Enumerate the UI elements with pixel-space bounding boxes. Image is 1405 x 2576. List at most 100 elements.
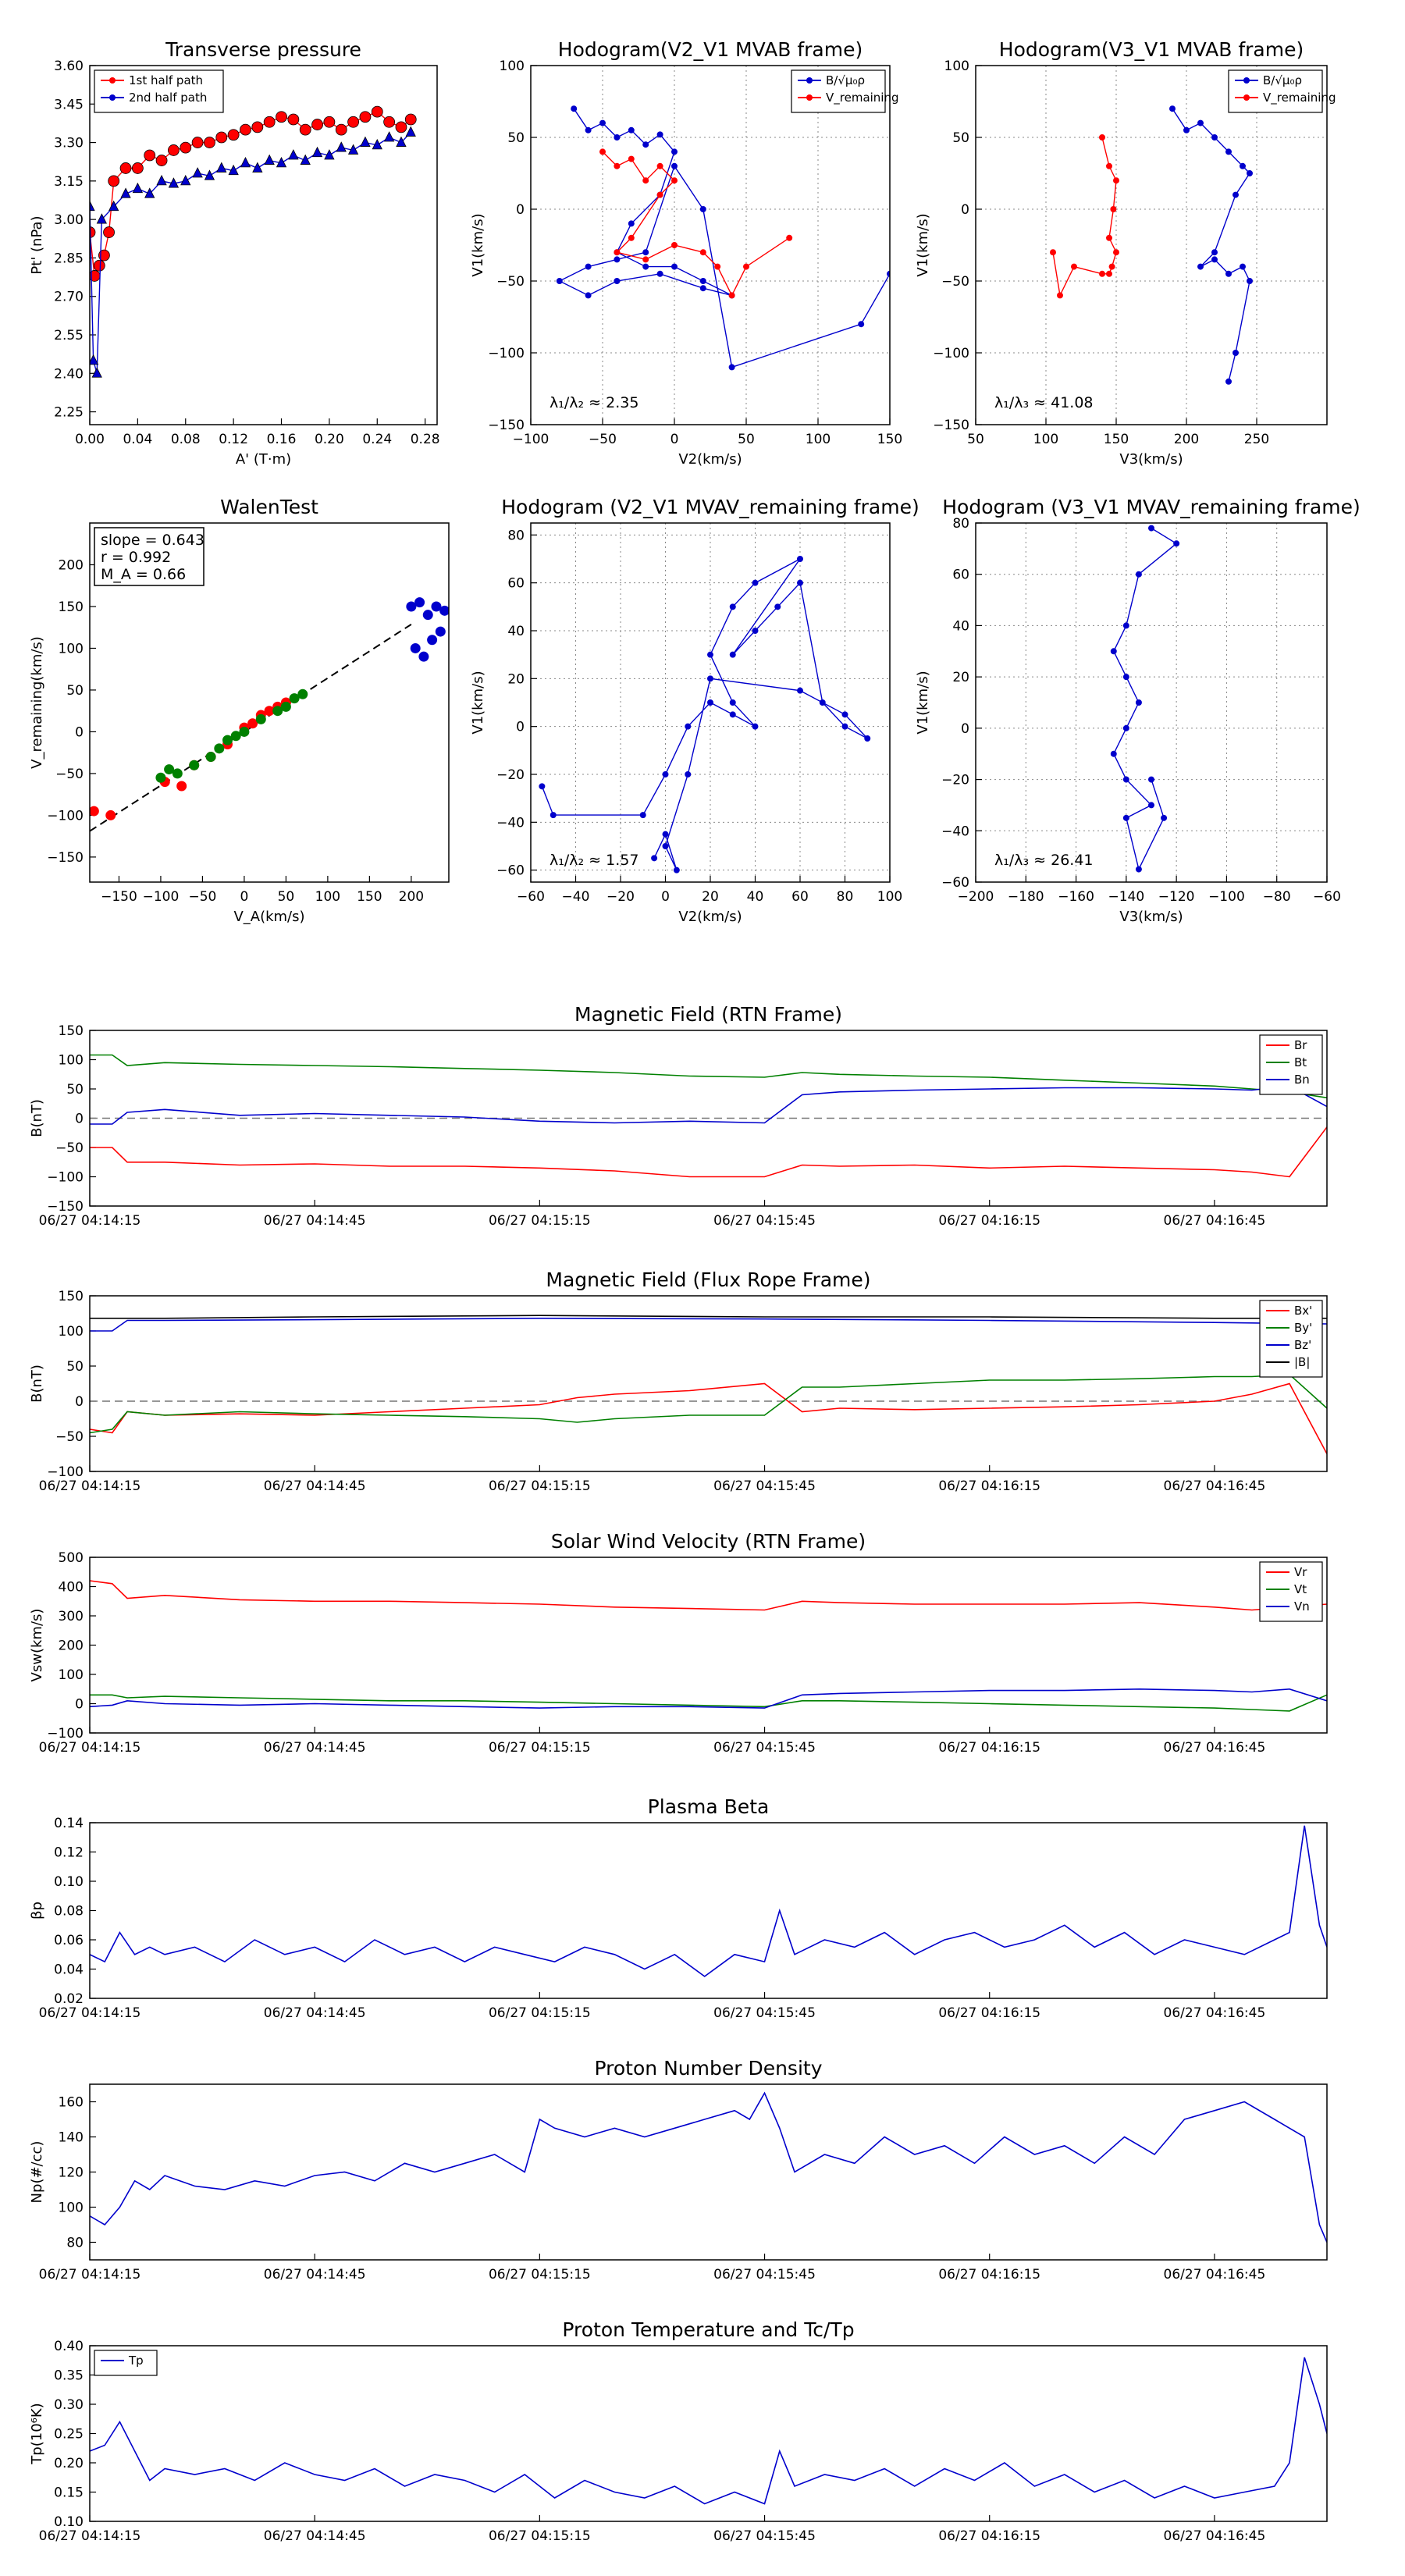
data-point [728, 292, 735, 299]
data-point [168, 144, 180, 156]
data-point [119, 162, 132, 174]
data-point [1161, 814, 1168, 821]
legend-box [1228, 69, 1323, 113]
data-point [614, 249, 621, 256]
y-tick-label: 100 [59, 2201, 84, 2216]
y-tick-label: 2.40 [54, 366, 84, 382]
data-point [396, 136, 407, 147]
y-tick-label: 2.70 [54, 290, 84, 305]
data-point [887, 270, 890, 277]
data-point [752, 579, 759, 586]
plot-area [90, 2357, 1327, 2505]
chart-hodogram_v2v1_remaining: Hodogram (V2_V1 MVAV_remaining frame) −60… [470, 496, 919, 925]
chart-title: Magnetic Field (RTN Frame) [574, 1003, 842, 1026]
plot-area [90, 597, 449, 832]
data-point [276, 111, 287, 123]
series-line-Bn [90, 1085, 1327, 1125]
x-tick-label: 06/27 04:15:45 [713, 1213, 816, 1229]
x-tick-label: 06/27 04:14:45 [264, 2005, 366, 2021]
chart-solar_wind_velocity: Solar Wind Velocity (RTN Frame) 06/27 04:… [29, 1530, 1328, 1756]
data-point [96, 213, 107, 224]
data-point [216, 162, 227, 173]
x-tick-label: 06/27 04:16:45 [1164, 2005, 1266, 2021]
y-tick-label: 2.85 [54, 251, 84, 266]
y-tick-label: 60 [952, 568, 969, 583]
data-point [93, 259, 105, 272]
y-tick-label: 20 [952, 670, 969, 685]
y-tick-label: 0 [516, 202, 525, 218]
chart-hodogram_v3v1: Hodogram(V3_V1 MVAB frame) 50 100 150 200 250… [915, 38, 1336, 468]
plot-frame [89, 1295, 1328, 1472]
y-tick-label: 100 [500, 59, 525, 74]
x-tick-label: −100 [1208, 889, 1245, 905]
data-point [1122, 674, 1129, 681]
y-tick-label: 0.10 [54, 1874, 84, 1890]
data-point [180, 174, 191, 186]
legend-label: B/√μ₀ρ [1263, 73, 1302, 87]
x-tick-label: 06/27 04:16:15 [938, 1740, 1040, 1756]
data-point [214, 743, 225, 754]
y-axis-label: B(nT) [29, 1364, 45, 1403]
series-line-Br [90, 1126, 1327, 1178]
data-point [132, 182, 144, 194]
data-point [1050, 249, 1056, 256]
data-point [252, 162, 263, 173]
data-point [108, 175, 120, 187]
data-point [414, 597, 425, 608]
x-axis-label: V_A(km/s) [233, 909, 304, 925]
data-point [1122, 622, 1129, 629]
data-point [1099, 270, 1105, 277]
y-tick-label: 150 [59, 1023, 84, 1039]
y-tick-label: 0 [961, 721, 969, 737]
data-point [372, 138, 382, 150]
data-point [222, 735, 233, 745]
x-tick-label: 06/27 04:14:45 [264, 1740, 366, 1756]
y-tick-label: −50 [55, 1140, 84, 1156]
legend-label: Vt [1294, 1582, 1307, 1596]
series-line-Np [90, 2091, 1327, 2243]
data-point [1211, 249, 1218, 256]
chart-title: Plasma Beta [648, 1795, 770, 1818]
y-tick-label: −60 [941, 875, 969, 891]
data-point [752, 628, 759, 634]
data-point [1197, 119, 1204, 126]
legend: B/√μ₀ρ V_remaining [1228, 69, 1336, 113]
x-axis-label: V2(km/s) [678, 451, 742, 468]
data-point [311, 119, 323, 130]
y-tick-label: 400 [59, 1580, 84, 1596]
data-point [628, 126, 635, 133]
plot-frame [89, 522, 450, 883]
x-tick-label: 100 [806, 432, 831, 447]
data-point [240, 156, 251, 168]
data-point [1106, 234, 1112, 241]
x-tick-label: 50 [278, 889, 295, 905]
x-tick-label: 06/27 04:15:15 [489, 2267, 591, 2282]
y-tick-label: 140 [59, 2130, 84, 2146]
data-point [360, 136, 371, 147]
chart-transverse_pressure: Transverse pressure 0.00 0.04 0.08 0.12 0.16 0… [29, 38, 440, 468]
legend-marker [109, 94, 116, 101]
chart-title: Proton Temperature and Tc/Tp [562, 2318, 854, 2341]
chart-hodogram_v3v1_remaining: Hodogram (V3_V1 MVAV_remaining frame) −20… [915, 496, 1361, 925]
x-tick-label: 20 [702, 889, 719, 905]
legend-box [1259, 1300, 1323, 1378]
data-point [671, 242, 678, 248]
data-point [247, 718, 258, 729]
data-point [1113, 249, 1119, 256]
x-tick-label: 200 [1174, 432, 1199, 447]
data-point [1110, 750, 1117, 757]
legend-box [791, 69, 886, 113]
legend-label: B/√μ₀ρ [826, 73, 865, 87]
legend-marker [806, 77, 813, 84]
series-line-Bz' [90, 1318, 1327, 1332]
data-point [639, 812, 646, 819]
legend-box [94, 69, 224, 113]
data-point [410, 642, 421, 653]
data-point [164, 764, 175, 775]
data-point [1197, 263, 1204, 270]
data-point [1225, 148, 1232, 155]
data-point [729, 699, 736, 706]
data-point [189, 760, 200, 770]
series-line-Bx' [90, 1382, 1327, 1454]
data-point [1240, 263, 1246, 270]
